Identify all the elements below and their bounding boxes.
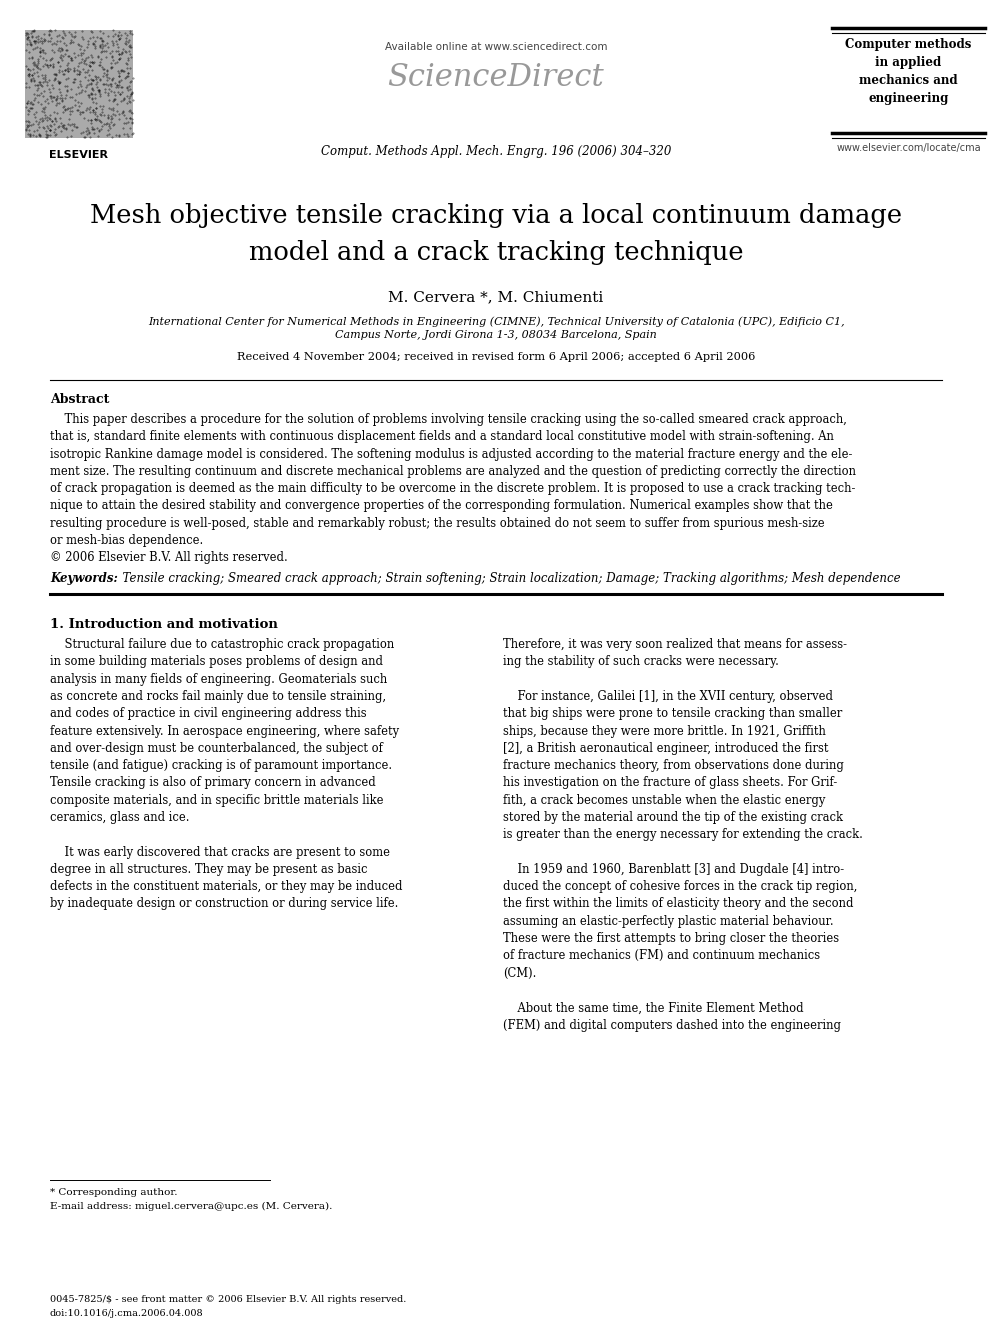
Text: International Center for Numerical Methods in Engineering (CIMNE), Technical Uni: International Center for Numerical Metho… <box>148 316 844 327</box>
Text: Keywords:: Keywords: <box>50 572 118 585</box>
Text: Available online at www.sciencedirect.com: Available online at www.sciencedirect.co… <box>385 42 607 52</box>
Text: doi:10.1016/j.cma.2006.04.008: doi:10.1016/j.cma.2006.04.008 <box>50 1308 203 1318</box>
Text: ELSEVIER: ELSEVIER <box>50 149 108 160</box>
Text: model and a crack tracking technique: model and a crack tracking technique <box>249 239 743 265</box>
Bar <box>25 30 133 138</box>
Text: Computer methods
in applied
mechanics and
engineering: Computer methods in applied mechanics an… <box>845 38 972 105</box>
Text: E-mail address: miguel.cervera@upc.es (M. Cervera).: E-mail address: miguel.cervera@upc.es (M… <box>50 1203 332 1211</box>
Text: ScienceDirect: ScienceDirect <box>388 62 604 93</box>
Text: 0045-7825/$ - see front matter © 2006 Elsevier B.V. All rights reserved.: 0045-7825/$ - see front matter © 2006 El… <box>50 1295 407 1304</box>
Text: www.elsevier.com/locate/cma: www.elsevier.com/locate/cma <box>836 143 981 153</box>
Text: Therefore, it was very soon realized that means for assess-
ing the stability of: Therefore, it was very soon realized tha… <box>503 638 863 1032</box>
Text: Structural failure due to catastrophic crack propagation
in some building materi: Structural failure due to catastrophic c… <box>50 638 403 910</box>
Text: * Corresponding author.: * Corresponding author. <box>50 1188 178 1197</box>
Text: Comput. Methods Appl. Mech. Engrg. 196 (2006) 304–320: Comput. Methods Appl. Mech. Engrg. 196 (… <box>320 146 672 157</box>
Text: M. Cervera *, M. Chiumenti: M. Cervera *, M. Chiumenti <box>389 290 603 304</box>
Text: Mesh objective tensile cracking via a local continuum damage: Mesh objective tensile cracking via a lo… <box>90 202 902 228</box>
Text: Abstract: Abstract <box>50 393 109 406</box>
Text: 1. Introduction and motivation: 1. Introduction and motivation <box>50 618 278 631</box>
Text: This paper describes a procedure for the solution of problems involving tensile : This paper describes a procedure for the… <box>50 413 856 565</box>
Text: Received 4 November 2004; received in revised form 6 April 2006; accepted 6 Apri: Received 4 November 2004; received in re… <box>237 352 755 363</box>
Text: Campus Norte, Jordi Girona 1-3, 08034 Barcelona, Spain: Campus Norte, Jordi Girona 1-3, 08034 Ba… <box>335 329 657 340</box>
Text: Tensile cracking; Smeared crack approach; Strain softening; Strain localization;: Tensile cracking; Smeared crack approach… <box>115 572 901 585</box>
